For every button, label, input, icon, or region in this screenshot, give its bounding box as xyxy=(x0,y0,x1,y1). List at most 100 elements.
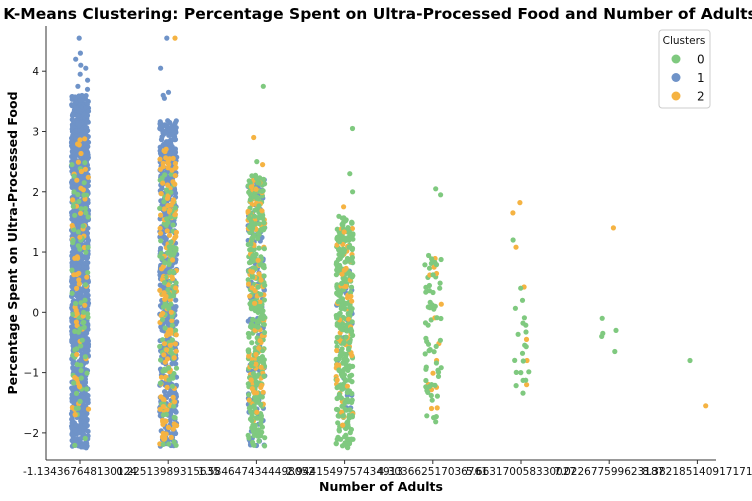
point-cluster-0 xyxy=(256,175,262,181)
point-cluster-0 xyxy=(522,342,528,348)
point-cluster-2 xyxy=(160,421,166,427)
point-cluster-0 xyxy=(613,327,619,333)
point-cluster-0 xyxy=(246,392,252,398)
point-cluster-2 xyxy=(246,353,252,359)
point-cluster-2 xyxy=(161,352,167,358)
point-cluster-1 xyxy=(85,77,91,83)
point-cluster-0 xyxy=(248,241,254,247)
point-cluster-0 xyxy=(162,260,168,266)
point-cluster-2 xyxy=(254,409,260,415)
point-cluster-0 xyxy=(69,162,75,168)
point-cluster-0 xyxy=(426,282,432,289)
point-cluster-0 xyxy=(347,340,353,346)
point-cluster-2 xyxy=(74,376,80,382)
point-cluster-0 xyxy=(171,269,177,276)
point-cluster-0 xyxy=(260,308,266,314)
point-cluster-2 xyxy=(249,269,255,275)
point-cluster-1 xyxy=(169,361,175,367)
point-cluster-1 xyxy=(165,118,171,124)
point-cluster-0 xyxy=(246,330,252,337)
point-cluster-1 xyxy=(83,65,89,71)
point-cluster-0 xyxy=(349,125,356,132)
point-cluster-0 xyxy=(438,192,444,198)
point-cluster-0 xyxy=(256,355,262,362)
point-cluster-0 xyxy=(157,380,163,386)
point-cluster-0 xyxy=(334,315,340,321)
point-cluster-2 xyxy=(158,212,164,218)
y-tick-label: −2 xyxy=(24,428,39,440)
point-cluster-1 xyxy=(169,125,175,131)
point-cluster-0 xyxy=(349,220,355,226)
point-cluster-0 xyxy=(349,379,355,385)
point-cluster-0 xyxy=(262,435,268,441)
point-cluster-2 xyxy=(260,389,266,395)
point-cluster-1 xyxy=(168,132,174,138)
point-cluster-0 xyxy=(348,284,355,290)
point-cluster-2 xyxy=(72,412,78,418)
point-cluster-0 xyxy=(258,420,264,427)
point-cluster-1 xyxy=(73,56,79,62)
point-cluster-2 xyxy=(252,300,258,306)
point-cluster-2 xyxy=(253,186,259,192)
point-cluster-0 xyxy=(518,285,524,291)
point-cluster-0 xyxy=(433,343,439,349)
y-axis-title: Percentage Spent on Ultra-Processed Food xyxy=(5,91,20,394)
point-cluster-0 xyxy=(167,293,173,299)
point-cluster-0 xyxy=(526,369,532,375)
point-cluster-0 xyxy=(78,343,84,349)
point-cluster-1 xyxy=(172,190,179,196)
x-tick-label: 1.5846474344498052 xyxy=(198,466,315,478)
point-cluster-0 xyxy=(427,305,433,311)
point-cluster-2 xyxy=(256,345,262,351)
point-cluster-0 xyxy=(518,370,524,376)
point-cluster-2 xyxy=(167,207,173,213)
point-cluster-0 xyxy=(337,291,343,298)
point-cluster-0 xyxy=(245,349,252,355)
point-cluster-0 xyxy=(171,414,177,420)
point-cluster-0 xyxy=(160,368,166,374)
point-cluster-0 xyxy=(435,373,442,379)
point-cluster-0 xyxy=(248,321,255,327)
point-cluster-1 xyxy=(173,118,179,124)
point-cluster-0 xyxy=(71,380,77,386)
point-cluster-1 xyxy=(69,117,75,123)
point-cluster-1 xyxy=(72,341,78,347)
y-tick-label: 1 xyxy=(32,247,39,259)
point-cluster-2 xyxy=(157,225,163,231)
point-cluster-0 xyxy=(73,405,79,411)
point-cluster-0 xyxy=(434,315,440,321)
point-cluster-0 xyxy=(425,389,431,395)
point-cluster-0 xyxy=(340,386,346,392)
point-cluster-1 xyxy=(170,407,176,413)
x-tick-label: -1.134367648130124 xyxy=(23,466,137,478)
point-cluster-0 xyxy=(523,329,529,335)
point-cluster-0 xyxy=(69,267,75,273)
point-cluster-1 xyxy=(77,50,83,56)
point-cluster-2 xyxy=(434,405,440,411)
point-cluster-0 xyxy=(171,293,177,299)
point-cluster-1 xyxy=(173,297,179,303)
point-cluster-1 xyxy=(163,236,169,242)
point-cluster-1 xyxy=(69,431,75,438)
point-cluster-0 xyxy=(341,356,347,362)
point-cluster-0 xyxy=(427,383,433,390)
point-cluster-0 xyxy=(599,315,605,321)
legend-marker-cluster-0 xyxy=(671,54,681,64)
point-cluster-0 xyxy=(73,300,79,307)
point-cluster-0 xyxy=(336,367,342,373)
point-cluster-0 xyxy=(85,214,91,220)
point-cluster-0 xyxy=(431,415,437,421)
point-cluster-0 xyxy=(72,328,78,334)
point-cluster-0 xyxy=(425,341,432,347)
point-cluster-2 xyxy=(248,184,254,190)
point-cluster-0 xyxy=(520,390,526,396)
point-cluster-0 xyxy=(256,203,262,209)
point-cluster-0 xyxy=(261,322,267,328)
point-cluster-2 xyxy=(173,285,179,291)
point-cluster-0 xyxy=(81,180,87,186)
point-cluster-2 xyxy=(430,370,436,376)
point-cluster-0 xyxy=(258,291,264,297)
point-cluster-0 xyxy=(338,353,344,359)
point-cluster-1 xyxy=(172,137,178,143)
point-cluster-0 xyxy=(433,186,439,192)
